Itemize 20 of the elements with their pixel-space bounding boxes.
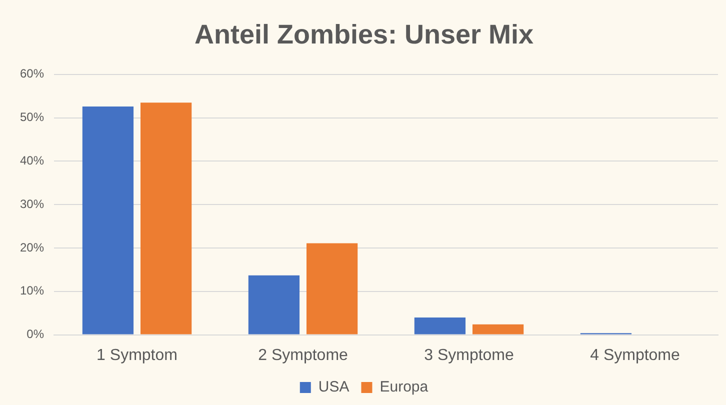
y-tick-label: 0% <box>26 327 44 342</box>
y-tick-label: 40% <box>20 154 44 168</box>
y-tick-label: 30% <box>20 196 44 211</box>
bar <box>414 317 466 334</box>
legend-label: Europa <box>380 378 429 396</box>
bar <box>140 102 192 334</box>
x-tick-label: 3 Symptome <box>424 346 514 364</box>
x-tick-label: 1 Symptom <box>96 346 178 364</box>
bar <box>248 275 300 334</box>
y-tick-label: 60% <box>20 66 44 81</box>
x-tick-label: 2 Symptome <box>258 346 348 364</box>
y-tick-label: 50% <box>20 110 44 124</box>
bar <box>82 106 134 334</box>
y-tick-label: 20% <box>20 240 44 254</box>
y-tick-label: 10% <box>20 284 44 298</box>
bar <box>472 324 524 334</box>
legend-label: USA <box>318 378 350 396</box>
chart-title: Anteil Zombies: Unser Mix <box>194 20 534 50</box>
x-tick-label: 4 Symptome <box>590 346 680 364</box>
bar <box>306 243 358 334</box>
